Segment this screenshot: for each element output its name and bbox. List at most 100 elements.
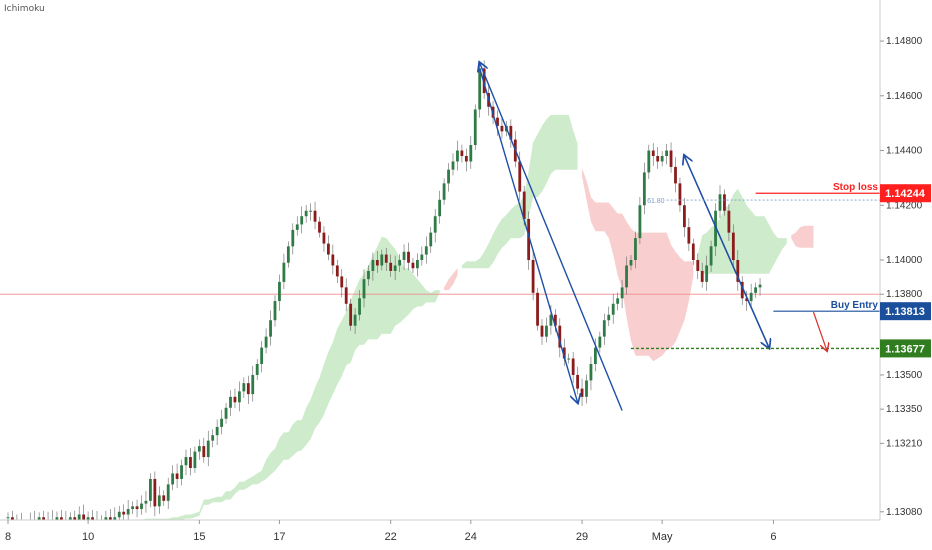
candle-body	[611, 303, 615, 315]
candle-body	[157, 495, 161, 507]
ichimoku-cloud-segment	[444, 268, 458, 291]
candle-body	[642, 172, 646, 206]
candle-body	[60, 517, 63, 520]
candle-body	[567, 358, 571, 360]
candle-body	[740, 281, 744, 299]
x-tick-label: 15	[193, 531, 205, 543]
candle-body	[140, 503, 143, 510]
candle-body	[500, 125, 504, 132]
candle-body	[723, 194, 726, 211]
candle-body	[629, 260, 633, 266]
candle-body	[416, 260, 419, 269]
candle-body	[594, 347, 597, 364]
target-arrow	[812, 311, 826, 350]
candle-body	[251, 374, 255, 395]
candle-body	[638, 205, 642, 239]
candle-body	[6, 517, 10, 519]
candle-body	[549, 314, 553, 326]
indicator-name: Ichimoku	[4, 4, 45, 14]
candle-body	[233, 396, 237, 403]
x-tick-label: 24	[465, 531, 477, 543]
candle-body	[478, 68, 482, 110]
price-tag-2: 1.13813	[885, 306, 925, 318]
x-tick-label: 29	[576, 531, 588, 543]
level-name-2: Buy Entry	[831, 300, 879, 311]
candle-body	[607, 314, 611, 321]
candle-body	[126, 509, 130, 515]
candle-body	[616, 298, 620, 304]
candle-body	[585, 380, 588, 397]
candle-body	[429, 232, 433, 247]
candle-body	[162, 495, 166, 501]
candle-body	[260, 347, 264, 364]
candle-body	[318, 221, 321, 233]
candle-body	[473, 109, 477, 146]
candle-body	[745, 298, 749, 302]
x-tick-label: 6	[770, 531, 776, 543]
candle-body	[189, 457, 192, 468]
y-tick-label: 1.14000	[886, 255, 923, 266]
price-tag-3: 1.13677	[885, 343, 925, 355]
candle-body	[393, 265, 397, 271]
candle-body	[335, 265, 339, 277]
candle-body	[375, 260, 379, 266]
price-tag-box-3	[880, 339, 931, 358]
candle-body	[367, 270, 370, 280]
candle-body	[634, 238, 637, 260]
candle-body	[264, 336, 268, 348]
candle-body	[313, 210, 317, 222]
candle-body	[482, 68, 486, 94]
candle-body	[220, 418, 223, 427]
candle-body	[224, 407, 228, 419]
y-tick-label: 1.14800	[886, 36, 923, 47]
candle-body	[545, 325, 548, 337]
y-tick-label: 1.13210	[886, 438, 923, 449]
trend-arrow	[479, 68, 578, 402]
candle-body	[242, 383, 246, 392]
candle-body	[344, 287, 348, 304]
candle-body	[153, 478, 157, 507]
candle-body	[340, 276, 344, 288]
candle-body	[424, 246, 428, 255]
candle-body	[571, 358, 575, 375]
x-tick-label: 8	[5, 531, 11, 543]
candle-body	[117, 511, 121, 518]
candle-body	[602, 320, 606, 337]
candle-body	[731, 232, 735, 260]
candle-body	[380, 254, 384, 266]
candle-body	[202, 446, 206, 458]
price-tag-box-2	[880, 302, 931, 321]
y-tick-label: 1.14400	[886, 146, 923, 157]
time-axis-background	[0, 520, 932, 550]
trend-arrow	[684, 156, 770, 348]
candle-body	[656, 156, 660, 162]
candle-body	[518, 161, 522, 192]
candle-body	[269, 320, 272, 337]
candle-body	[309, 210, 312, 212]
candle-body	[211, 435, 215, 441]
candle-body	[696, 260, 700, 271]
candle-body	[527, 218, 531, 260]
candle-body	[131, 506, 134, 510]
candle-body	[229, 396, 232, 408]
candle-body	[304, 210, 308, 217]
candle-body	[215, 426, 219, 436]
price-axis-background	[880, 0, 932, 550]
candle-body	[718, 194, 722, 211]
candle-body	[442, 183, 446, 200]
candle-body	[433, 216, 437, 233]
candle-body	[331, 254, 335, 266]
candle-body	[286, 246, 290, 263]
candle-body	[620, 287, 624, 299]
candle-body	[322, 232, 326, 244]
candle-body	[273, 301, 277, 321]
candle-body	[82, 514, 86, 520]
candle-body	[73, 517, 77, 520]
candle-body	[540, 325, 544, 337]
candle-body	[278, 281, 281, 302]
y-tick-label: 1.13500	[886, 370, 923, 381]
candle-body	[238, 391, 241, 403]
candle-body	[531, 260, 535, 293]
candle-body	[113, 517, 117, 520]
